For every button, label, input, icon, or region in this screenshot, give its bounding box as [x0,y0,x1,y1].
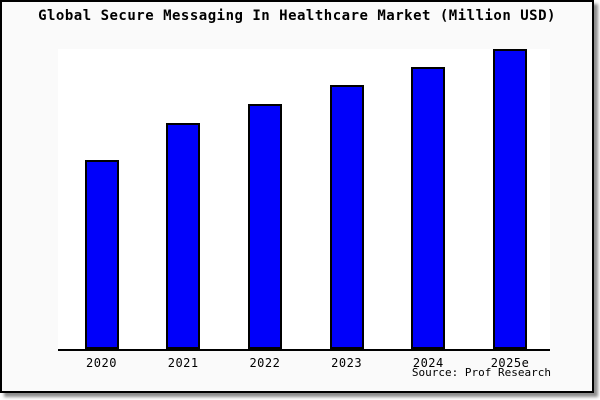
x-tick-label-2023: 2023 [331,356,363,370]
x-tick-label-2024: 2024 [412,356,444,370]
x-tick-label-2025e: 2025e [490,356,530,370]
x-tick-label-2020: 2020 [86,356,117,370]
x-tick-label-2022: 2022 [249,356,281,370]
x-axis-line [58,349,550,351]
plot-area: 2020 2021 2022 2023 2024 2025e [58,49,550,370]
source-credit: Source: Prof Research [411,366,551,379]
bar-2022 [247,104,282,349]
bar-2025e [493,49,527,349]
bar-2024 [411,67,446,349]
bar-2021 [166,123,201,349]
chart-title: Global Secure Messaging In Healthcare Ma… [38,8,556,24]
chart-panel: Global Secure Messaging In Healthcare Ma… [0,0,594,393]
bar-2020 [84,160,119,349]
x-tick-label-2021: 2021 [167,356,199,370]
bar-2023 [329,85,364,349]
